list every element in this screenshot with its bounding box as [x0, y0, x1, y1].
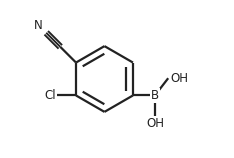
Text: N: N [34, 19, 43, 32]
Text: OH: OH [146, 117, 164, 130]
Text: OH: OH [171, 72, 189, 85]
Text: Cl: Cl [44, 89, 56, 102]
Text: B: B [151, 89, 159, 102]
